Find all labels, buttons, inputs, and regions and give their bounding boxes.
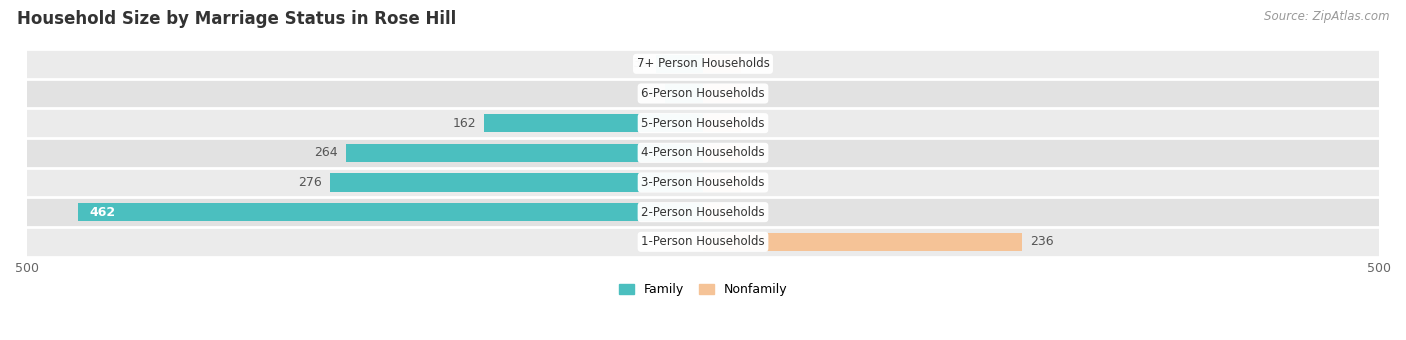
Legend: Family, Nonfamily: Family, Nonfamily xyxy=(619,283,787,296)
Bar xyxy=(703,173,741,192)
Bar xyxy=(703,55,741,73)
Bar xyxy=(346,143,703,162)
Text: 2-Person Households: 2-Person Households xyxy=(641,206,765,219)
Text: 162: 162 xyxy=(453,117,475,130)
Bar xyxy=(79,203,703,221)
Text: 15: 15 xyxy=(731,206,747,219)
Bar xyxy=(27,49,1379,79)
Bar xyxy=(703,203,723,221)
Text: 0: 0 xyxy=(749,146,756,159)
Bar xyxy=(703,84,741,103)
Text: Source: ZipAtlas.com: Source: ZipAtlas.com xyxy=(1264,10,1389,23)
Bar xyxy=(27,138,1379,168)
Bar xyxy=(703,233,1022,251)
Text: 462: 462 xyxy=(89,206,115,219)
Text: 0: 0 xyxy=(749,87,756,100)
Text: 5-Person Households: 5-Person Households xyxy=(641,117,765,130)
Text: 1-Person Households: 1-Person Households xyxy=(641,235,765,248)
Bar xyxy=(27,197,1379,227)
Text: 7+ Person Households: 7+ Person Households xyxy=(637,57,769,70)
Text: 264: 264 xyxy=(315,146,337,159)
Text: 4-Person Households: 4-Person Households xyxy=(641,146,765,159)
Bar xyxy=(484,114,703,132)
Text: 236: 236 xyxy=(1031,235,1054,248)
Text: 35: 35 xyxy=(631,57,648,70)
Text: 0: 0 xyxy=(749,176,756,189)
Text: 0: 0 xyxy=(749,57,756,70)
Bar xyxy=(655,55,703,73)
Text: 276: 276 xyxy=(298,176,322,189)
Bar xyxy=(703,143,741,162)
Text: 28: 28 xyxy=(641,87,657,100)
Bar xyxy=(27,108,1379,138)
Bar xyxy=(27,227,1379,257)
Text: 6-Person Households: 6-Person Households xyxy=(641,87,765,100)
Text: Household Size by Marriage Status in Rose Hill: Household Size by Marriage Status in Ros… xyxy=(17,10,456,28)
Bar xyxy=(330,173,703,192)
Bar xyxy=(703,114,741,132)
Bar xyxy=(27,168,1379,197)
Bar xyxy=(27,79,1379,108)
Text: 0: 0 xyxy=(749,117,756,130)
Bar xyxy=(665,84,703,103)
Text: 3-Person Households: 3-Person Households xyxy=(641,176,765,189)
